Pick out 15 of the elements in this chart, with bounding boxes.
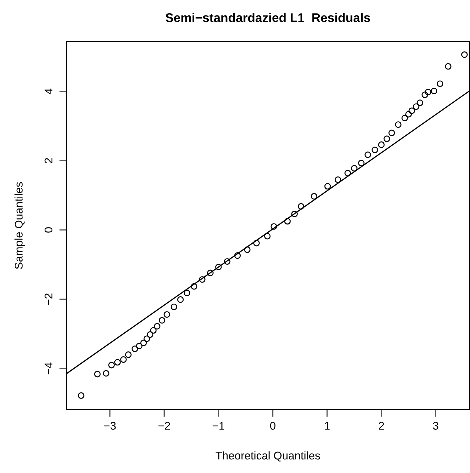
x-tick-label: 3 [433,422,439,430]
x-tick-label: −1 [212,422,225,430]
chart-title: Semi−standardazied L1 Residuals [166,13,370,22]
x-tick-label: −2 [158,422,170,430]
y-axis-title: Sample Quantiles [14,182,26,270]
x-tick-label: 1 [325,422,330,430]
y-tick-label: 4 [44,88,53,94]
x-tick-label: 0 [270,422,276,430]
x-tick-label: −3 [104,422,116,430]
x-axis-title: Theoretical Quantiles [216,452,320,462]
y-tick-label: 2 [44,158,53,164]
x-tick-label: 2 [379,422,384,430]
y-tick-label: −4 [44,362,53,375]
y-tick-label: 0 [44,228,53,233]
y-tick-label: −2 [44,294,53,306]
